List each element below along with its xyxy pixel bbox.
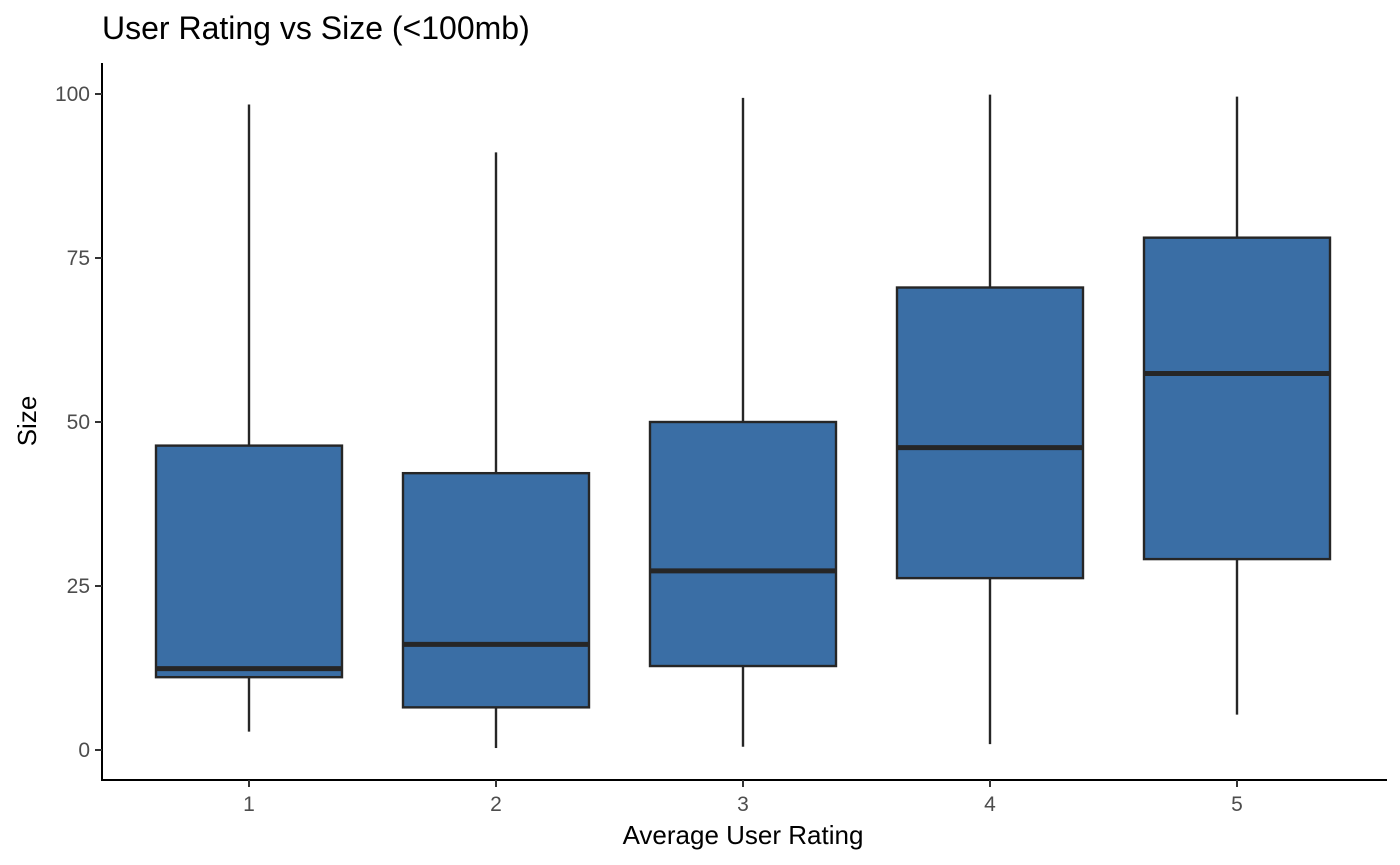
iqr-box (401, 471, 591, 709)
x-tick-label: 3 (737, 793, 749, 816)
x-tick-label: 5 (1231, 793, 1243, 816)
x-tick-label: 1 (243, 793, 255, 816)
y-tick-label: 25 (67, 575, 90, 598)
y-axis-ticks: 0 25 50 75 100 (55, 83, 102, 762)
y-tick-label: 100 (55, 83, 90, 106)
box-group-2 (401, 152, 591, 749)
box-group-5 (1142, 96, 1332, 715)
y-tick-label: 75 (67, 247, 90, 270)
iqr-box (1142, 236, 1332, 561)
iqr-box (648, 420, 838, 668)
box-group-3 (648, 97, 838, 747)
box-group-1 (154, 104, 344, 732)
x-tick-label: 2 (490, 793, 502, 816)
chart-title: User Rating vs Size (<100mb) (102, 10, 530, 46)
x-tick-label: 4 (984, 793, 996, 816)
iqr-box (154, 444, 344, 679)
y-tick-label: 0 (78, 739, 90, 762)
x-axis-title: Average User Rating (623, 820, 864, 850)
y-tick-label: 50 (67, 411, 90, 434)
iqr-box (895, 286, 1085, 580)
plot-area (154, 94, 1332, 749)
y-axis-title: Size (12, 396, 42, 447)
x-axis-ticks: 1 2 3 4 5 (243, 780, 1243, 816)
box-group-4 (895, 94, 1085, 745)
